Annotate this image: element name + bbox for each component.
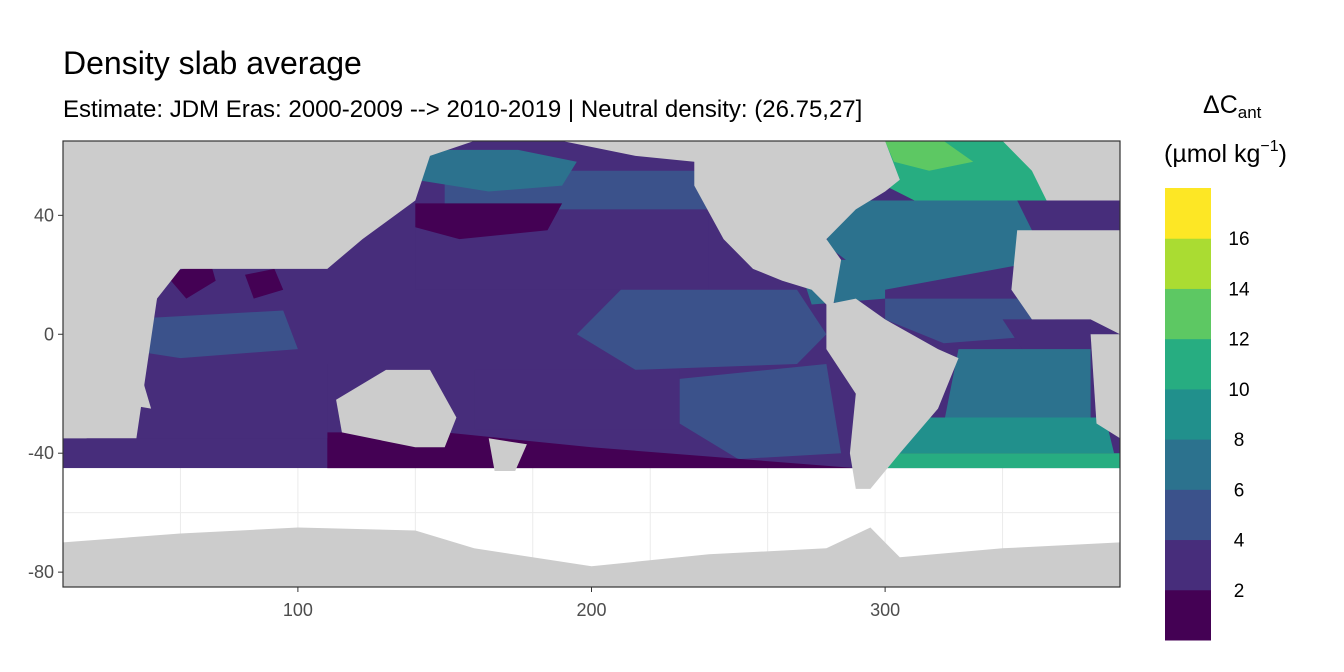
legend-title-unit: (µmol kg−1) <box>1164 138 1287 168</box>
land-mass <box>1090 334 1120 439</box>
legend-swatch <box>1165 489 1211 541</box>
map-layer <box>63 141 1120 587</box>
x-axis: 100 200 300 <box>283 587 900 620</box>
legend-swatch <box>1165 388 1211 440</box>
legend-tick-label: 4 <box>1234 531 1245 552</box>
legend-tick-label: 14 <box>1228 279 1250 300</box>
chart-subtitle: Estimate: JDM Eras: 2000-2009 --> 2010-2… <box>63 96 862 123</box>
legend-tick-label: 16 <box>1228 229 1249 250</box>
legend-swatch <box>1165 188 1211 239</box>
ocean-region <box>885 141 974 171</box>
ocean-region <box>415 203 563 240</box>
ocean-region <box>943 349 1091 424</box>
land-mass <box>562 141 900 311</box>
legend-swatch <box>1165 288 1211 340</box>
legend-tick-label: 2 <box>1234 581 1245 602</box>
legend-swatch <box>1165 539 1211 591</box>
ocean-region <box>400 149 577 192</box>
map-panel <box>62 140 1121 588</box>
land-mass <box>336 369 457 448</box>
y-tick-label: 40 <box>34 205 54 225</box>
legend-title-main: ΔCant <box>1203 91 1262 122</box>
ocean-region <box>861 453 1120 469</box>
land-mass <box>1011 230 1120 335</box>
antarctica <box>63 527 1120 587</box>
ocean-region <box>327 432 856 469</box>
x-tick-label: 100 <box>283 600 313 620</box>
ocean-region <box>899 417 1115 454</box>
land-mass <box>826 298 959 489</box>
legend-tick-label: 10 <box>1228 380 1249 401</box>
x-tick-label: 300 <box>870 600 900 620</box>
ocean-region <box>165 259 216 299</box>
y-tick-label: 0 <box>44 324 54 344</box>
land-mass <box>1002 141 1120 201</box>
ocean-region <box>474 369 680 430</box>
x-tick-label: 200 <box>576 600 606 620</box>
land-mass <box>133 378 152 409</box>
land-mass <box>488 438 527 471</box>
chart-title: Density slab average <box>63 45 362 81</box>
legend-tick-label: 8 <box>1234 430 1245 451</box>
ocean-region <box>576 289 827 370</box>
legend-tick-label: 6 <box>1234 480 1245 501</box>
legend: ΔCant (µmol kg−1) 2 4 6 8 10 12 14 16 <box>1164 91 1287 641</box>
legend-swatch <box>1165 439 1211 490</box>
legend-bar <box>1165 188 1211 641</box>
y-tick-label: -80 <box>28 562 54 582</box>
legend-ticks: 2 4 6 8 10 12 14 16 <box>1228 229 1250 602</box>
y-axis: -80 -40 0 40 <box>28 205 63 582</box>
ocean-region <box>121 310 298 359</box>
legend-swatch <box>1165 238 1211 289</box>
y-tick-label: -40 <box>28 443 54 463</box>
legend-swatch <box>1165 338 1211 390</box>
ocean-region <box>121 364 328 439</box>
legend-swatch <box>1165 589 1211 641</box>
legend-tick-label: 12 <box>1228 330 1249 351</box>
land-mass <box>63 141 157 439</box>
land-mass <box>63 141 475 439</box>
ocean-region <box>245 268 284 299</box>
ocean-region <box>679 364 842 460</box>
